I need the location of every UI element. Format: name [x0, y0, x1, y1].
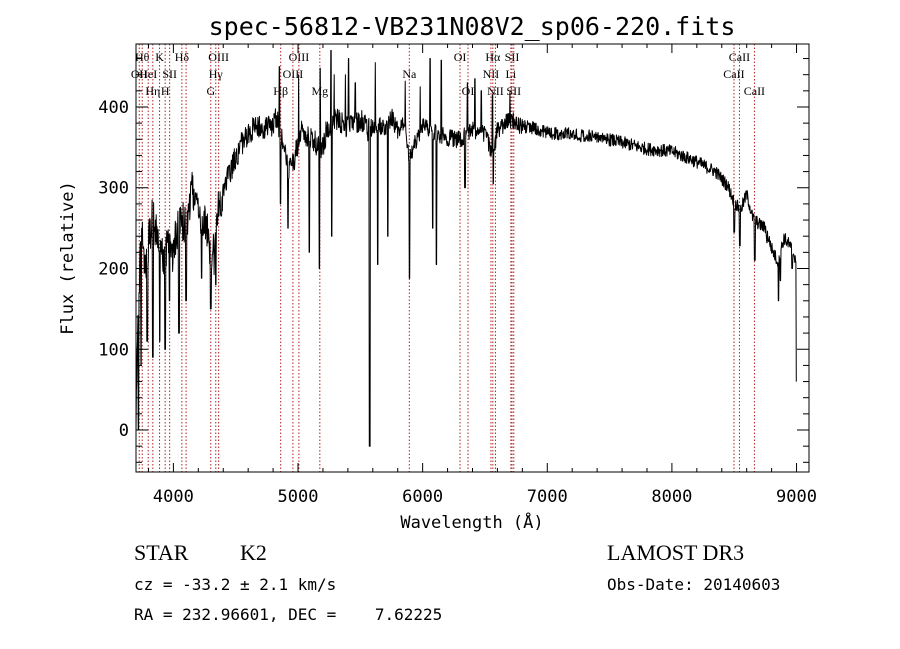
x-axis: 4000 5000 6000 7000 8000 9000 [147, 44, 817, 507]
object-class: STAR [134, 540, 189, 565]
y-axis-label: Flux (relative) [58, 181, 78, 335]
line-marker-label: NII [483, 67, 500, 81]
line-marker-label: CaII [723, 67, 744, 81]
line-marker-label: SII [506, 84, 521, 98]
line-marker-label: Hη [145, 84, 160, 98]
line-marker-label: H [161, 84, 170, 98]
line-marker-label: SII [505, 50, 520, 64]
x-axis-label: Wavelength (Å) [400, 511, 543, 533]
x-tick-label: 6000 [402, 487, 443, 507]
obs-date: Obs-Date: 20140603 [607, 575, 780, 594]
line-marker-label: Na [402, 67, 417, 81]
line-marker-label: Hγ [209, 67, 224, 81]
plot-frame [135, 43, 810, 473]
line-marker-label: Hβ [273, 84, 288, 98]
flux-line [135, 50, 797, 447]
line-marker-label: SII [162, 67, 177, 81]
x-tick-label: 7000 [527, 487, 568, 507]
y-tick-label: 100 [98, 340, 129, 360]
y-tick-label: 300 [98, 179, 129, 199]
line-marker-label: G [206, 84, 215, 98]
y-tick-label: 200 [98, 259, 129, 279]
line-marker-label: Hθ [135, 50, 150, 64]
line-marker-label: NII [487, 84, 504, 98]
line-marker-label: OIII [208, 50, 229, 64]
line-marker-label: CaII [744, 84, 765, 98]
x-tick-label: 8000 [651, 487, 692, 507]
line-marker-label: Hα [485, 50, 501, 64]
x-tick-label: 4000 [153, 487, 194, 507]
y-tick-label: 0 [119, 421, 129, 441]
chart-title: spec-56812-VB231N08V2_sp06-220.fits [209, 12, 736, 41]
ra-dec-coords: RA = 232.96601, DEC = 7.62225 [134, 605, 442, 624]
x-tick-label: 9000 [776, 487, 817, 507]
subclass: K2 [240, 540, 267, 565]
flux-series [135, 50, 797, 447]
line-marker-label: HeI [139, 67, 157, 81]
y-tick-label: 400 [98, 98, 129, 118]
line-marker-label: Hδ [175, 50, 190, 64]
line-marker-label: OIII [283, 67, 304, 81]
line-markers: OIIHθHeIHηKHSIIHδGHγOIIIHβOIIIOIIIMgNaOI… [131, 44, 765, 472]
line-marker-label: OII [131, 67, 148, 81]
y-axis: 0 100 200 300 400 [98, 58, 809, 463]
survey-name: LAMOST DR3 [607, 540, 744, 565]
line-marker-label: K [155, 50, 164, 64]
x-tick-label: 5000 [278, 487, 319, 507]
line-marker-label: Li [506, 67, 517, 81]
line-marker-label: OI [454, 50, 467, 64]
cz-value: cz = -33.2 ± 2.1 km/s [134, 575, 336, 594]
line-marker-label: OIII [289, 50, 310, 64]
line-marker-label: CaII [729, 50, 750, 64]
